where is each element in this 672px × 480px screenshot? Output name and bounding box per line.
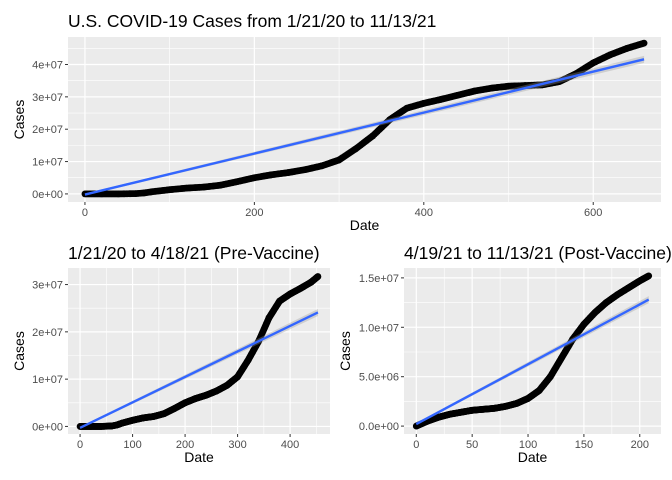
y-tick-label: 5.0e+06 bbox=[359, 372, 399, 384]
tick-labels: 0 100 200 300 400 0e+00 1e+07 2e+07 3e+07 bbox=[32, 280, 299, 451]
y-tick-label: 3e+07 bbox=[32, 280, 63, 292]
y-tick-label: 1e+07 bbox=[32, 374, 63, 386]
x-tick-label: 100 bbox=[519, 439, 537, 451]
y-tick-label: 1.5e+07 bbox=[359, 273, 399, 285]
regression-line bbox=[415, 298, 650, 426]
x-tick-label: 50 bbox=[466, 439, 478, 451]
chart-title: 4/19/21 to 11/13/21 (Post-Vaccine) bbox=[404, 243, 672, 263]
pre-vaccine-chart: 1/21/20 to 4/18/21 (Pre-Vaccine) 0 100 200… bbox=[11, 243, 330, 465]
chart-title: 1/21/20 to 4/18/21 (Pre-Vaccine) bbox=[68, 243, 320, 263]
data-marks bbox=[81, 39, 648, 198]
y-axis-label: Cases bbox=[11, 331, 27, 371]
y-axis-label: Cases bbox=[337, 331, 353, 371]
data-marks bbox=[76, 273, 322, 430]
x-tick-label: 150 bbox=[575, 439, 593, 451]
data-point bbox=[645, 272, 653, 280]
y-axis-label: Cases bbox=[11, 100, 27, 140]
x-tick-label: 200 bbox=[631, 439, 649, 451]
x-tick-label: 0 bbox=[77, 439, 83, 451]
regression-line bbox=[79, 311, 319, 429]
x-tick-label: 400 bbox=[415, 207, 433, 219]
y-tick-label: 2e+07 bbox=[32, 327, 63, 339]
x-axis-label: Date bbox=[518, 449, 548, 465]
tick-labels: 0 200 400 600 0e+00 1e+07 2e+07 3e+07 4e+07 bbox=[32, 60, 602, 220]
data-marks bbox=[412, 272, 653, 430]
gridlines bbox=[68, 268, 330, 434]
x-tick-label: 0 bbox=[82, 207, 88, 219]
gridlines bbox=[404, 268, 661, 434]
x-tick-label: 100 bbox=[123, 439, 141, 451]
regression-line bbox=[84, 58, 645, 196]
y-tick-label: 1.0e+07 bbox=[359, 322, 399, 334]
x-tick-label: 0 bbox=[413, 439, 419, 451]
data-point bbox=[640, 39, 648, 47]
x-tick-label: 600 bbox=[584, 207, 602, 219]
x-tick-label: 300 bbox=[228, 439, 246, 451]
gridlines bbox=[68, 37, 661, 202]
tick-labels: 0 50 100 150 200 0.0e+00 5.0e+06 1.0e+07 1.5e+07 bbox=[359, 273, 649, 451]
full-period-chart: U.S. COVID-19 Cases from 1/21/20 to 11/1… bbox=[11, 11, 661, 233]
x-tick-label: 200 bbox=[245, 207, 263, 219]
y-tick-label: 0.0e+00 bbox=[359, 421, 399, 433]
y-tick-label: 0e+00 bbox=[32, 189, 63, 201]
chart-title: U.S. COVID-19 Cases from 1/21/20 to 11/1… bbox=[68, 11, 436, 31]
x-axis-label: Date bbox=[184, 449, 214, 465]
x-tick-label: 400 bbox=[281, 439, 299, 451]
data-point bbox=[314, 273, 322, 280]
y-tick-label: 0e+00 bbox=[32, 421, 63, 433]
y-tick-label: 3e+07 bbox=[32, 92, 63, 104]
post-vaccine-chart: 4/19/21 to 11/13/21 (Post-Vaccine) 0 50 10… bbox=[337, 243, 672, 465]
y-tick-label: 2e+07 bbox=[32, 124, 63, 136]
y-tick-label: 4e+07 bbox=[32, 60, 63, 72]
y-tick-label: 1e+07 bbox=[32, 157, 63, 169]
x-axis-label: Date bbox=[350, 217, 380, 233]
x-tick-label: 200 bbox=[176, 439, 194, 451]
